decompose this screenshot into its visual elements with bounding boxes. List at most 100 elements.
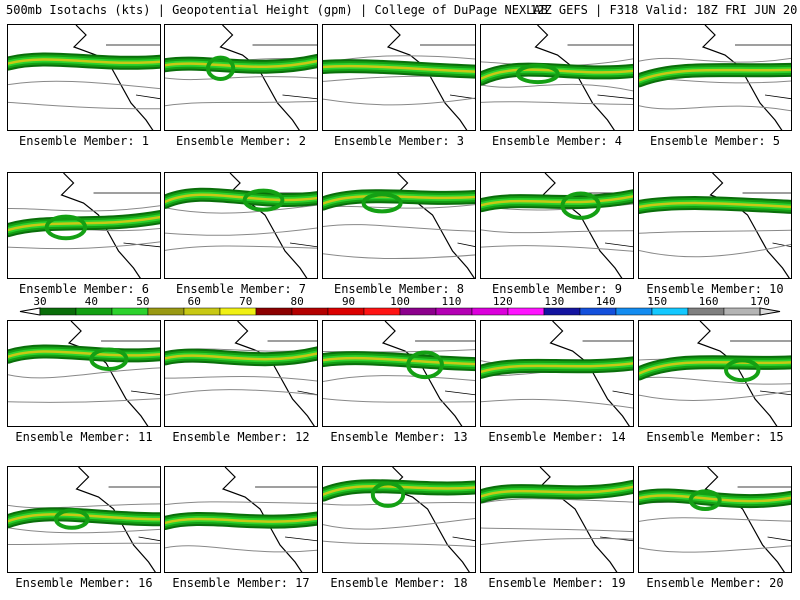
colorbar-label: 40 xyxy=(84,295,99,308)
height-contour xyxy=(8,503,160,509)
isotach-band xyxy=(165,193,317,204)
colorbar-label: 120 xyxy=(492,295,513,308)
colorbar-segment xyxy=(543,307,581,316)
isotach-swirl xyxy=(361,192,403,214)
colorbar-segment xyxy=(39,307,77,316)
colorbar: 30 40 50 60 70 80 90 100 110 120 130 140 150 160 170 xyxy=(0,295,800,326)
coastline xyxy=(72,25,154,130)
map-graphic xyxy=(8,467,160,572)
isotach-band xyxy=(323,484,475,496)
map-graphic xyxy=(639,173,791,278)
map-graphic xyxy=(639,321,791,426)
height-contour xyxy=(165,545,317,553)
map-graphic xyxy=(165,321,317,426)
isotach-swirl xyxy=(44,214,88,241)
political-border xyxy=(735,44,791,100)
map-panel-member-17 xyxy=(164,466,318,573)
height-contour xyxy=(323,397,475,403)
colorbar-label: 160 xyxy=(698,295,719,308)
isotach-band xyxy=(165,352,317,361)
colorbar-segment xyxy=(723,307,761,316)
height-contour xyxy=(323,97,475,106)
colorbar-segment xyxy=(435,307,473,316)
isotach-band xyxy=(481,485,633,498)
chart-title: 500mb Isotachs (kts) | Geopotential Heig… xyxy=(6,3,548,17)
height-contour xyxy=(8,542,160,546)
height-contour xyxy=(165,204,317,214)
colorbar-label: 170 xyxy=(750,295,770,308)
isotach-band xyxy=(8,215,160,232)
colorbar-segment xyxy=(327,307,365,316)
isotach-band xyxy=(481,362,633,374)
isotach-band xyxy=(323,64,475,73)
isotach-swirl xyxy=(53,508,90,530)
member-caption: Ensemble Member: 15 xyxy=(646,430,784,444)
member-caption: Ensemble Member: 11 xyxy=(15,430,153,444)
political-border xyxy=(567,44,633,100)
political-border xyxy=(737,486,791,542)
height-contour xyxy=(481,527,633,533)
colorbar-label: 70 xyxy=(239,295,253,308)
member-caption: Ensemble Member: 4 xyxy=(491,134,623,148)
member-caption: Ensemble Member: 1 xyxy=(18,134,150,148)
map-panel-member-7 xyxy=(164,172,318,279)
colorbar-segment xyxy=(255,307,293,316)
coastline xyxy=(386,25,468,130)
colorbar-label: 90 xyxy=(341,295,356,308)
political-border xyxy=(108,486,160,542)
height-contour xyxy=(639,105,791,112)
colorbar-segment xyxy=(471,307,509,316)
isotach-band xyxy=(8,58,160,65)
colorbar-label: 30 xyxy=(33,295,47,308)
member-caption: Ensemble Member: 3 xyxy=(333,134,465,148)
coastline xyxy=(381,321,463,426)
member-caption: Ensemble Member: 5 xyxy=(649,134,781,148)
height-contour xyxy=(323,253,475,260)
height-contour xyxy=(639,390,791,401)
colorbar-segment xyxy=(363,307,401,316)
political-border xyxy=(415,340,475,396)
colorbar-segment xyxy=(291,307,329,316)
coastline xyxy=(67,321,149,426)
height-contour xyxy=(323,540,475,547)
map-panel-member-11 xyxy=(7,320,161,427)
height-contour xyxy=(481,398,633,409)
isotach-swirl xyxy=(688,489,722,511)
height-contour xyxy=(639,57,791,63)
political-border xyxy=(252,44,317,100)
colorbar-label: 100 xyxy=(390,295,410,308)
isotach-band xyxy=(639,68,791,82)
map-panel-member-18 xyxy=(322,466,476,573)
colorbar-label: 50 xyxy=(136,295,150,308)
map-panel-member-12 xyxy=(164,320,318,427)
height-contour xyxy=(165,76,317,81)
height-contour xyxy=(8,205,160,212)
colorbar-segment xyxy=(651,307,689,316)
colorbar-segment xyxy=(399,307,437,316)
height-contour xyxy=(323,375,475,383)
member-caption: Ensemble Member: 10 xyxy=(646,282,784,296)
colorbar-segment xyxy=(111,307,149,316)
member-caption: Ensemble Member: 17 xyxy=(172,576,310,590)
colorbar-segment xyxy=(183,307,221,316)
coastline xyxy=(60,173,141,278)
height-contour xyxy=(481,245,633,252)
map-panel-member-5 xyxy=(638,24,792,131)
colorbar-label: 130 xyxy=(544,295,565,308)
map-graphic xyxy=(323,467,475,572)
coastline xyxy=(709,173,790,278)
isotach-swirl xyxy=(724,358,761,383)
colorbar-segment xyxy=(687,307,725,316)
height-contour xyxy=(8,527,160,534)
isotach-band xyxy=(639,360,791,375)
map-graphic xyxy=(165,25,317,130)
isotach-swirl xyxy=(406,350,444,380)
political-border xyxy=(742,192,791,248)
height-contour xyxy=(165,501,317,506)
colorbar-segment xyxy=(579,307,617,316)
map-graphic xyxy=(639,25,791,130)
height-contour xyxy=(8,241,160,250)
colorbar-segment xyxy=(219,307,257,316)
height-contour xyxy=(323,517,475,530)
colorbar-arrow-left xyxy=(19,307,41,316)
